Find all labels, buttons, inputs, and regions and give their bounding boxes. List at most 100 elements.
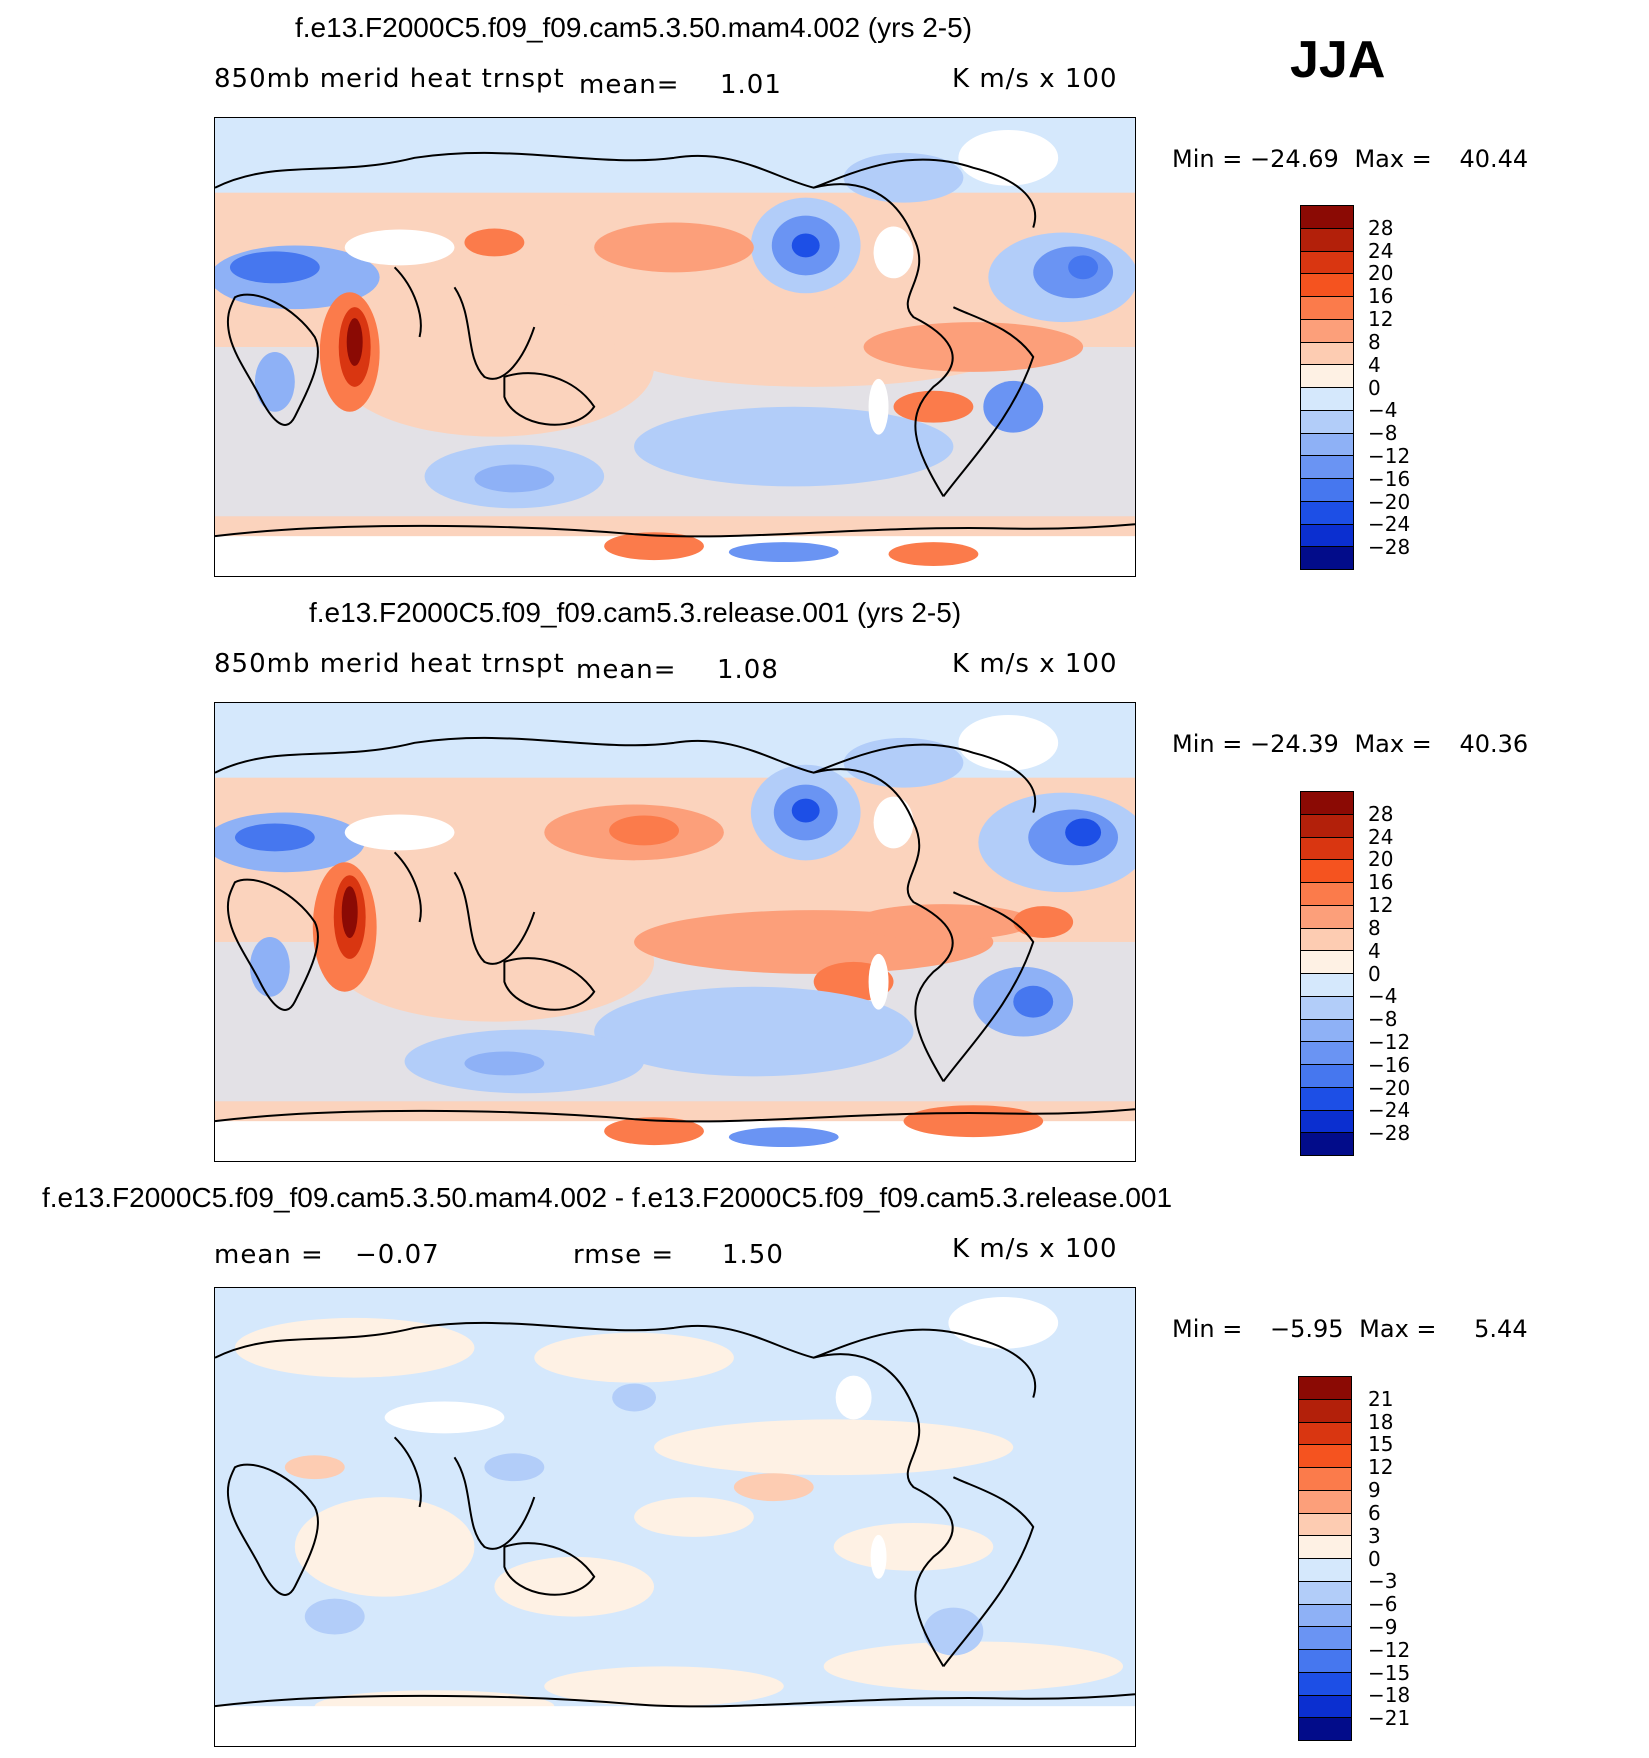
panel1-field-label: 850mb merid heat trnspt (214, 64, 565, 94)
panel3-units: K m/s x 100 (952, 1234, 1118, 1264)
colorbar-swatch (1299, 1672, 1351, 1696)
colorbar-tick-label: −4 (1368, 984, 1398, 1009)
colorbar-tick-label: 12 (1368, 1455, 1394, 1480)
colorbar-tick-label: 16 (1368, 870, 1394, 895)
colorbar-tick-label: −28 (1368, 1121, 1411, 1146)
colorbar-swatch (1301, 524, 1353, 548)
colorbar-tick-label: −4 (1368, 398, 1398, 423)
colorbar-tick-label: 9 (1368, 1478, 1381, 1503)
colorbar-swatch (1301, 297, 1353, 320)
colorbar-tick-label: 24 (1368, 238, 1394, 263)
colorbar-swatch (1299, 1604, 1351, 1628)
panel2-mean-label: mean= (576, 655, 677, 685)
colorbar-tick-label: 4 (1368, 352, 1381, 377)
colorbar-tick-label: −24 (1368, 1098, 1411, 1123)
panel2-field-label: 850mb merid heat trnspt (214, 649, 565, 679)
colorbar-tick-label: 20 (1368, 261, 1394, 286)
colorbar-tick-label: 24 (1368, 824, 1394, 849)
colorbar-tick-label: 15 (1368, 1432, 1394, 1457)
colorbar-swatch (1301, 1133, 1353, 1155)
colorbar-swatch (1301, 905, 1353, 929)
colorbar-tick-label: 0 (1368, 1546, 1381, 1571)
panel1-map (214, 117, 1136, 577)
panel2-colorbar (1300, 791, 1354, 1156)
colorbar-tick-label: −12 (1368, 1029, 1411, 1054)
colorbar-swatch (1301, 365, 1353, 388)
colorbar-swatch (1301, 206, 1353, 229)
panel3-min-label: Min = (1172, 1315, 1243, 1343)
panel2-max-label: Max = (1354, 730, 1432, 758)
panel2-map-svg (215, 703, 1135, 1161)
colorbar-tick-label: 28 (1368, 801, 1394, 826)
colorbar-swatch (1299, 1650, 1351, 1673)
panel3-min-value: −5.95 (1269, 1315, 1344, 1343)
colorbar-swatch (1301, 1110, 1353, 1134)
panel2-min-value: −24.39 (1249, 730, 1339, 758)
colorbar-tick-label: 21 (1368, 1386, 1394, 1411)
panel1-map-svg (215, 118, 1135, 576)
colorbar-swatch (1301, 251, 1353, 275)
colorbar-tick-label: −21 (1368, 1706, 1411, 1731)
colorbar-tick-label: 28 (1368, 215, 1394, 240)
colorbar-tick-label: 8 (1368, 329, 1381, 354)
colorbar-tick-label: 16 (1368, 284, 1394, 309)
colorbar-tick-label: 20 (1368, 847, 1394, 872)
panel1-title: f.e13.F2000C5.f09_f09.cam5.3.50.mam4.002… (295, 12, 973, 43)
panel2-title: f.e13.F2000C5.f09_f09.cam5.3.release.001… (309, 597, 962, 628)
colorbar-swatch (1299, 1627, 1351, 1650)
colorbar-swatch (1301, 792, 1353, 815)
colorbar-tick-label: −9 (1368, 1614, 1398, 1639)
panel1-units: K m/s x 100 (952, 64, 1118, 94)
colorbar-tick-label: −20 (1368, 1075, 1411, 1100)
panel3-map (214, 1287, 1136, 1747)
panel1-min-max: Min = −24.69 Max = 40.44 (1172, 145, 1528, 173)
colorbar-tick-label: −15 (1368, 1660, 1411, 1685)
panel3-mean-label: mean = (214, 1240, 324, 1270)
colorbar-swatch (1301, 547, 1353, 569)
panel2-max-value: 40.36 (1459, 730, 1529, 758)
colorbar-swatch (1301, 814, 1353, 838)
colorbar-swatch (1301, 1087, 1353, 1111)
colorbar-tick-label: 3 (1368, 1523, 1381, 1548)
panel3-max-value: 5.44 (1474, 1315, 1528, 1343)
colorbar-swatch (1301, 1042, 1353, 1065)
colorbar-swatch (1299, 1695, 1351, 1719)
colorbar-tick-label: −16 (1368, 466, 1411, 491)
colorbar-swatch (1299, 1536, 1351, 1559)
colorbar-tick-label: 0 (1368, 961, 1381, 986)
colorbar-swatch (1299, 1377, 1351, 1400)
colorbar-tick-label: 6 (1368, 1500, 1381, 1525)
colorbar-swatch (1299, 1422, 1351, 1446)
colorbar-tick-label: 8 (1368, 915, 1381, 940)
panel2-map (214, 702, 1136, 1162)
colorbar-tick-label: −24 (1368, 512, 1411, 537)
colorbar-swatch (1301, 951, 1353, 974)
colorbar-tick-label: −28 (1368, 535, 1411, 560)
panel3-mean-value: −0.07 (355, 1240, 440, 1270)
panel3-rmse-value: 1.50 (722, 1240, 784, 1270)
colorbar-tick-label: −12 (1368, 443, 1411, 468)
colorbar-swatch (1301, 274, 1353, 297)
colorbar-swatch (1299, 1559, 1351, 1582)
colorbar-swatch (1301, 388, 1353, 411)
colorbar-swatch (1301, 410, 1353, 434)
panel1-max-value: 40.44 (1459, 145, 1529, 173)
panel2-mean-value: 1.08 (717, 655, 779, 685)
colorbar-swatch (1301, 319, 1353, 343)
colorbar-tick-label: −12 (1368, 1637, 1411, 1662)
colorbar-tick-label: −16 (1368, 1052, 1411, 1077)
panel3-map-svg (215, 1288, 1135, 1746)
colorbar-tick-label: −8 (1368, 421, 1398, 446)
panel2-min-label: Min = (1172, 730, 1243, 758)
colorbar-tick-label: 4 (1368, 938, 1381, 963)
colorbar-swatch (1299, 1490, 1351, 1514)
colorbar-swatch (1301, 883, 1353, 906)
colorbar-swatch (1299, 1718, 1351, 1740)
colorbar-tick-label: 12 (1368, 893, 1394, 918)
colorbar-swatch (1299, 1513, 1351, 1537)
panel2-min-max: Min = −24.39 Max = 40.36 (1172, 730, 1528, 758)
panel1-max-label: Max = (1354, 145, 1432, 173)
colorbar-swatch (1301, 1065, 1353, 1088)
colorbar-swatch (1301, 456, 1353, 479)
panel1-mean-label: mean= (579, 70, 680, 100)
